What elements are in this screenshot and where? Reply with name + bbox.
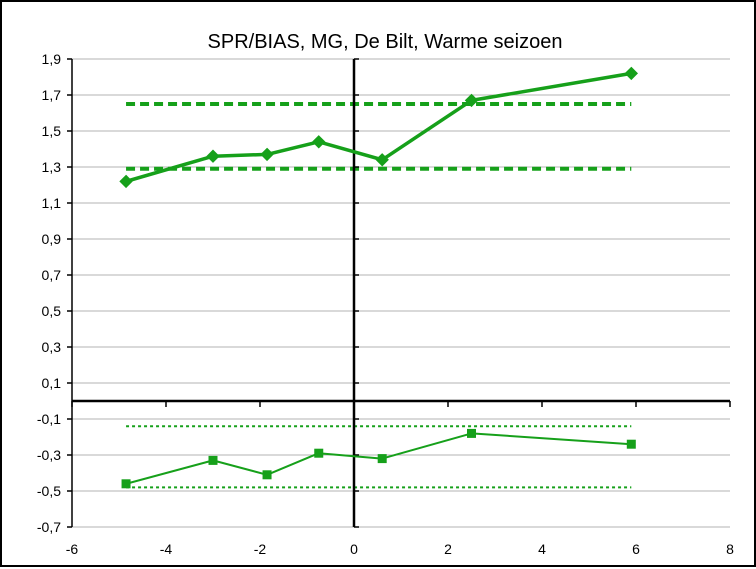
series-markers [119, 66, 639, 489]
y-tick-label: -0,1 [37, 411, 61, 427]
x-tick-labels: -6 -4 -2 0 2 4 6 8 [66, 541, 734, 557]
data-point-square [262, 470, 272, 480]
x-tick-label: 6 [632, 541, 640, 557]
x-tick-label: 8 [726, 541, 734, 557]
axes [67, 58, 731, 528]
x-tick-label: -2 [254, 541, 267, 557]
reference-lines [126, 102, 632, 489]
y-tick-label: 0,7 [42, 267, 62, 283]
y-tick-label: -0,7 [37, 519, 61, 535]
y-tick-label: 0,5 [42, 303, 62, 319]
y-tick-label: 1,3 [42, 159, 62, 175]
data-point-diamond [312, 135, 326, 149]
data-point-square [377, 454, 387, 464]
y-tick-label: -0,3 [37, 447, 61, 463]
y-tick-label: -0,5 [37, 483, 61, 499]
y-tick-label: 1,7 [42, 87, 62, 103]
data-point-diamond [206, 149, 220, 163]
x-tick-label: 4 [538, 541, 546, 557]
chart-title: SPR/BIAS, MG, De Bilt, Warme seizoen [208, 31, 563, 53]
x-tick-label: -6 [66, 541, 79, 557]
series-lines [125, 71, 632, 485]
y-tick-label: 1,5 [42, 123, 62, 139]
x-tick-label: -4 [160, 541, 173, 557]
data-point-square [626, 439, 636, 449]
data-point-diamond [464, 93, 479, 108]
y-tick-label: 0,1 [42, 375, 62, 391]
data-point-diamond [624, 66, 639, 81]
data-point-square [314, 448, 324, 458]
x-tick-label: 2 [444, 541, 452, 557]
data-point-diamond [260, 147, 274, 162]
y-tick-label: 0,9 [42, 231, 62, 247]
data-point-square [208, 455, 218, 465]
y-tick-label: 1,9 [42, 51, 62, 67]
data-point-square [121, 479, 131, 489]
y-tick-label: 1,1 [42, 195, 62, 211]
data-point-diamond [375, 153, 389, 167]
series-line-upper [125, 71, 632, 184]
y-tick-labels: -0,7 -0,5 -0,3 -0,1 0,1 0,3 0,5 0,7 0,9 1,1 1,3 1,5… [37, 51, 61, 535]
data-point-square [467, 428, 476, 438]
y-tick-label: 0,3 [42, 339, 62, 355]
data-point-diamond [119, 174, 133, 189]
x-tick-label: 0 [350, 541, 358, 557]
grid-lines [72, 58, 730, 528]
